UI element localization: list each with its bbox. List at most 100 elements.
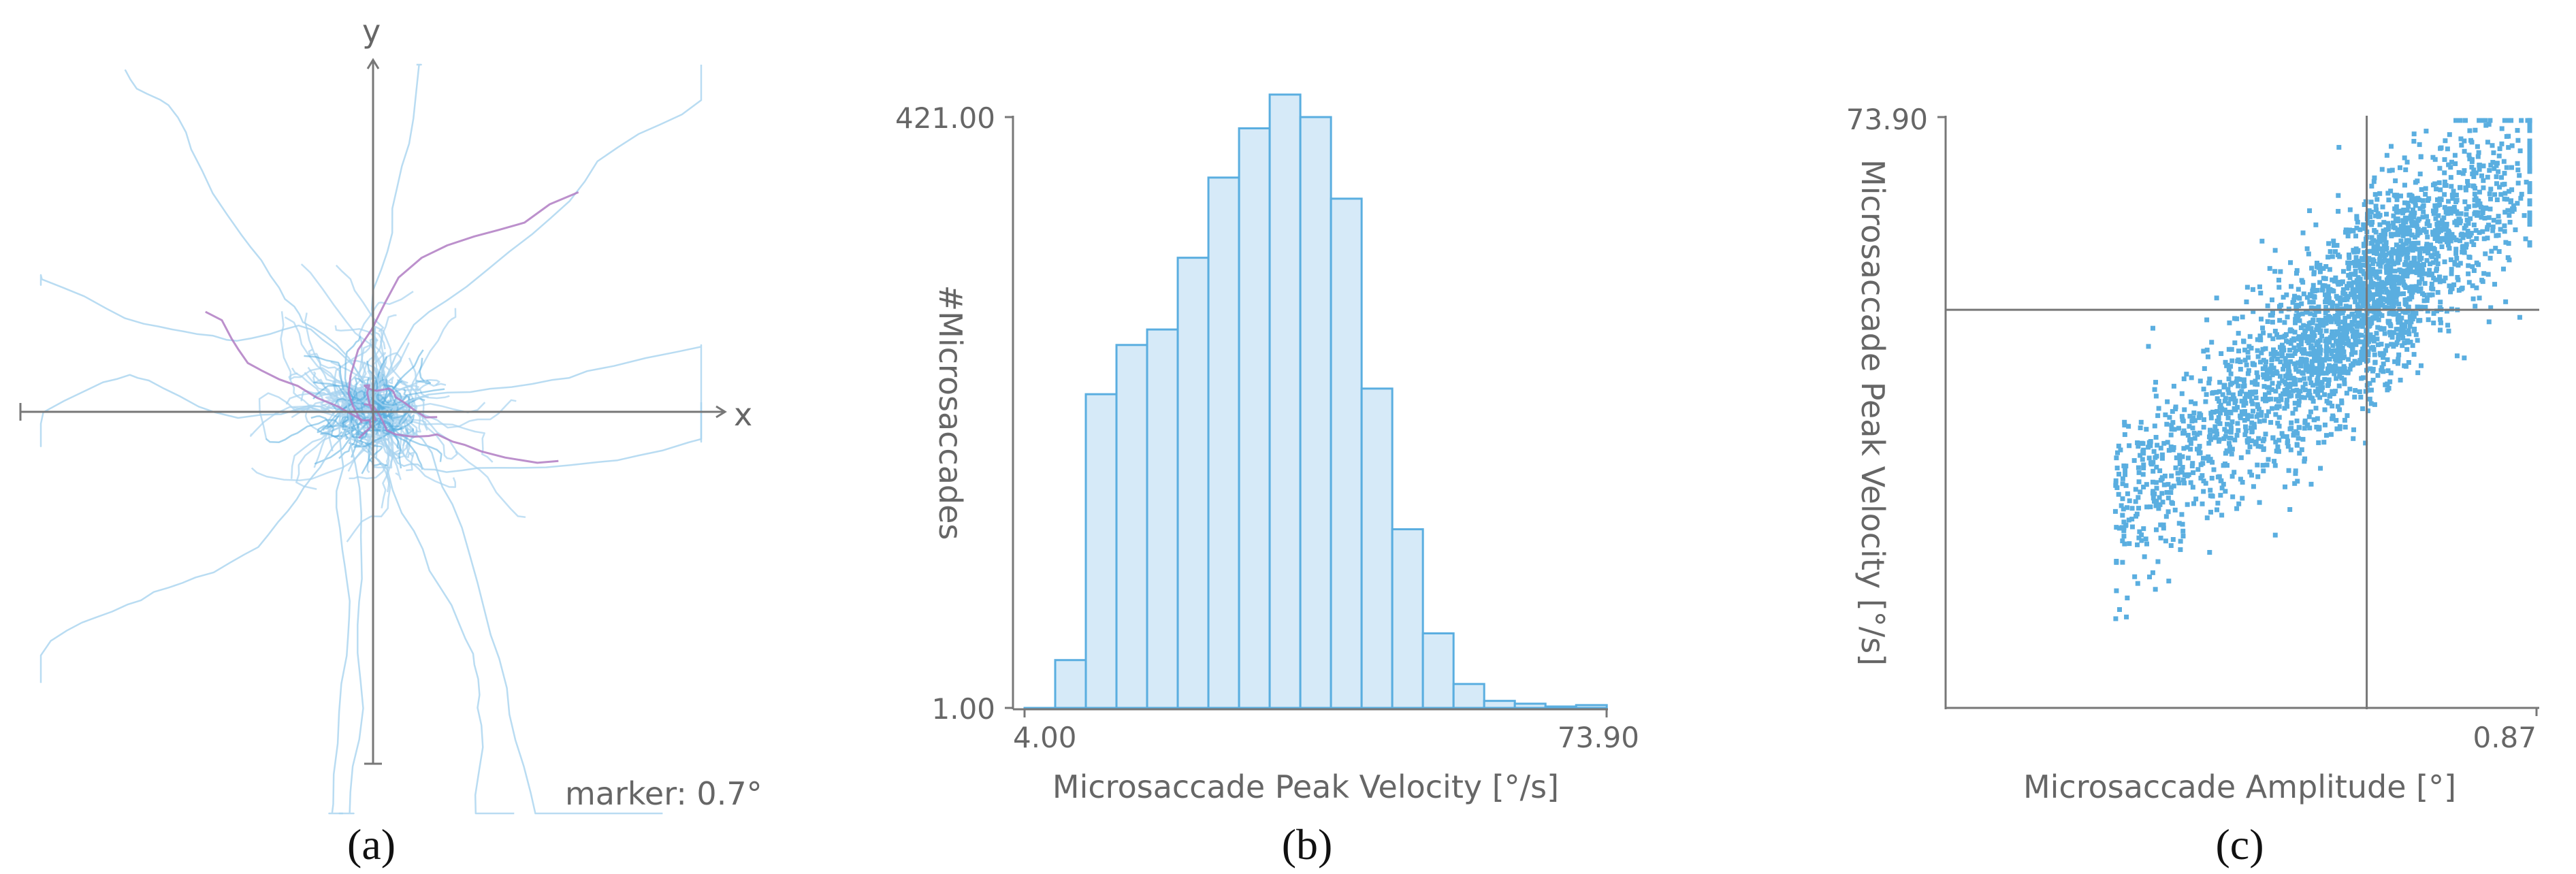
scatter-point	[2229, 419, 2235, 425]
scatter-point	[2240, 384, 2246, 389]
trajectory-line	[382, 349, 424, 406]
histogram-bar	[1299, 116, 1332, 709]
scatter-point	[2394, 193, 2400, 198]
scatter-point	[2134, 511, 2140, 517]
scatter-point	[2234, 506, 2240, 511]
scatter-point	[2330, 389, 2335, 394]
scatter-point	[2373, 204, 2379, 209]
scatter-point	[2466, 271, 2471, 276]
scatter-point	[2410, 309, 2415, 314]
scatter-point	[2221, 463, 2226, 468]
scatter-point	[2261, 418, 2267, 423]
scatter-point	[2317, 329, 2323, 335]
scatter-point	[2159, 452, 2165, 457]
scatter-point	[2418, 155, 2424, 160]
scatter-point	[2136, 444, 2141, 449]
scatter-point	[2488, 206, 2493, 212]
scatter-point	[2407, 323, 2413, 329]
scatter-point	[2403, 219, 2409, 225]
scatter-point	[2454, 197, 2460, 203]
scatter-point	[2218, 402, 2223, 408]
scatter-point	[2332, 371, 2337, 376]
scatter-point	[2354, 214, 2360, 219]
scatter-point	[2483, 251, 2488, 257]
scatter-point	[2387, 274, 2393, 279]
scatter-point	[2486, 215, 2492, 221]
scatter-point	[2527, 167, 2532, 173]
scatter-point	[2467, 128, 2473, 133]
scatter-point	[2238, 476, 2243, 482]
panel-b: 421.00 1.00 4.00 73.90 Microsaccade Peak…	[895, 93, 1639, 869]
scatter-point	[2451, 282, 2457, 287]
scatter-point	[2271, 366, 2276, 371]
scatter-point	[2154, 485, 2159, 491]
scatter-point	[2313, 353, 2318, 358]
scatter-point	[2491, 150, 2496, 155]
scatter-point	[2492, 282, 2498, 287]
scatter-point	[2378, 263, 2383, 269]
scatter-point	[2139, 538, 2144, 543]
scatter-point	[2232, 340, 2238, 346]
scatter-point	[2412, 256, 2417, 261]
scatter-point	[2169, 500, 2174, 505]
scatter-point	[2320, 287, 2325, 292]
scatter-point	[2424, 214, 2429, 219]
scatter-point	[2381, 361, 2386, 367]
scatter-point	[2446, 328, 2451, 334]
scatter-point	[2255, 348, 2260, 353]
scatter-point	[2302, 456, 2308, 462]
scatter-point	[2221, 385, 2227, 390]
scatter-point	[2181, 446, 2187, 451]
scatter-point	[2197, 450, 2203, 455]
scatter-point	[2336, 144, 2342, 150]
scatter-point	[2309, 293, 2315, 299]
scatter-point	[2308, 311, 2313, 317]
scatter-point	[2278, 269, 2283, 274]
scatter-point	[2293, 468, 2298, 474]
scatter-point	[2435, 231, 2441, 237]
scatter-point	[2233, 398, 2238, 404]
scatter-point	[2513, 227, 2518, 233]
scatter-point	[2325, 255, 2331, 260]
scatter-point	[2494, 181, 2499, 187]
scatter-point	[2395, 286, 2400, 291]
scatter-point	[2245, 412, 2251, 418]
histogram-bar	[1054, 659, 1087, 709]
scatter-point	[2136, 506, 2142, 511]
scatter-point	[2405, 268, 2411, 273]
scatter-point	[2204, 392, 2209, 398]
scatter-point	[2462, 232, 2467, 238]
scatter-point	[2485, 140, 2490, 145]
scatter-point	[2422, 280, 2428, 286]
scatter-point	[2527, 123, 2532, 128]
scatter-point	[2227, 320, 2232, 325]
scatter-point	[2442, 179, 2447, 184]
scatter-point	[2322, 407, 2328, 412]
scatter-point	[2396, 336, 2401, 342]
scatter-point	[2433, 207, 2438, 212]
scatter-point	[2309, 329, 2315, 335]
scatter-point	[2413, 180, 2418, 185]
scatter-point	[2400, 271, 2406, 276]
scatter-point	[2250, 401, 2255, 406]
scatter-point	[2377, 212, 2383, 218]
scatter-point	[2272, 463, 2278, 468]
scatter-point	[2253, 381, 2258, 387]
scatter-point	[2487, 191, 2492, 197]
scatter-point	[2120, 476, 2125, 481]
scatter-point	[2492, 192, 2498, 197]
scatter-point	[2503, 299, 2509, 304]
scatter-point	[2217, 389, 2222, 394]
scatter-point	[2216, 438, 2221, 444]
scatter-point	[2201, 455, 2206, 461]
scatter-point	[2325, 314, 2331, 319]
scatter-point	[2345, 306, 2350, 311]
scatter-point	[2166, 509, 2171, 515]
scatter-point	[2188, 480, 2193, 485]
scatter-point	[2312, 312, 2317, 318]
scatter-point	[2453, 218, 2459, 224]
scatter-point	[2400, 246, 2405, 252]
scatter-point	[2292, 351, 2298, 356]
scatter-point	[2276, 415, 2282, 420]
scatter-point	[2366, 335, 2372, 340]
